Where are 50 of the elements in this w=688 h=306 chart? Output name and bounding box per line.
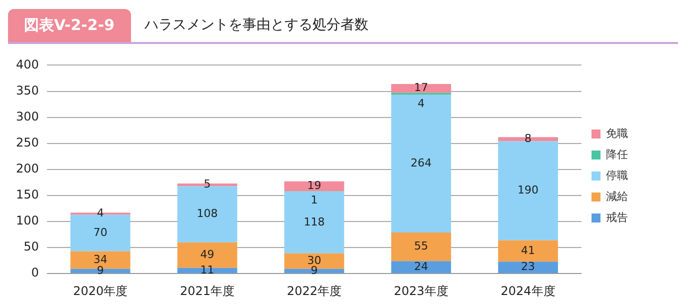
data-label: 1 bbox=[310, 194, 318, 207]
y-tick-label: 150 bbox=[16, 188, 39, 202]
bar bbox=[391, 261, 452, 274]
data-label: 70 bbox=[93, 226, 108, 239]
data-label: 118 bbox=[304, 215, 325, 228]
chart-subtitle: ハラスメントを事由とする処分者数 bbox=[144, 16, 369, 34]
x-tick-label: 2020年度 bbox=[73, 284, 128, 298]
bar bbox=[177, 186, 238, 242]
legend-label: 戒告 bbox=[606, 210, 628, 224]
y-tick-label: 200 bbox=[16, 162, 39, 176]
y-tick-label: 100 bbox=[16, 214, 39, 228]
y-tick-label: 50 bbox=[24, 240, 39, 254]
data-label: 17 bbox=[414, 81, 428, 94]
data-label: 5 bbox=[204, 178, 211, 191]
data-label: 41 bbox=[521, 244, 536, 257]
data-label: 23 bbox=[521, 260, 536, 274]
data-label: 34 bbox=[93, 252, 108, 266]
data-label: 4 bbox=[96, 206, 104, 220]
bar bbox=[391, 94, 452, 232]
y-tick-label: 350 bbox=[16, 83, 39, 98]
x-tick-label: 2022年度 bbox=[286, 284, 342, 298]
y-tick-label: 300 bbox=[16, 109, 39, 124]
data-label: 19 bbox=[307, 179, 322, 192]
bar bbox=[70, 214, 130, 252]
bar bbox=[284, 181, 344, 192]
y-tick-label: 0 bbox=[31, 266, 39, 280]
x-tick-label: 2024年度 bbox=[500, 284, 556, 298]
y-tick-label: 400 bbox=[16, 57, 39, 72]
legend-label: 停職 bbox=[606, 168, 628, 182]
data-label: 55 bbox=[414, 240, 428, 253]
data-label: 24 bbox=[414, 260, 428, 273]
legend-label: 降任 bbox=[606, 148, 628, 161]
legend-label: 免職 bbox=[606, 126, 628, 140]
bar bbox=[391, 232, 452, 262]
bar bbox=[498, 141, 558, 240]
data-label: 4 bbox=[418, 96, 425, 110]
chart-title: 図表V-2-2-9 bbox=[8, 8, 131, 42]
bar bbox=[391, 84, 452, 93]
bar bbox=[284, 192, 344, 254]
x-tick-label: 2023年度 bbox=[394, 284, 448, 298]
bar bbox=[498, 262, 558, 274]
data-label: 190 bbox=[518, 184, 539, 197]
legend-label: 減給 bbox=[606, 190, 628, 203]
data-label: 108 bbox=[196, 207, 218, 220]
x-tick-label: 2021年度 bbox=[180, 284, 235, 298]
data-label: 49 bbox=[200, 248, 214, 261]
y-tick-label: 250 bbox=[16, 135, 39, 150]
data-label: 30 bbox=[307, 254, 322, 267]
bar bbox=[498, 240, 558, 262]
data-label: 264 bbox=[410, 156, 432, 170]
